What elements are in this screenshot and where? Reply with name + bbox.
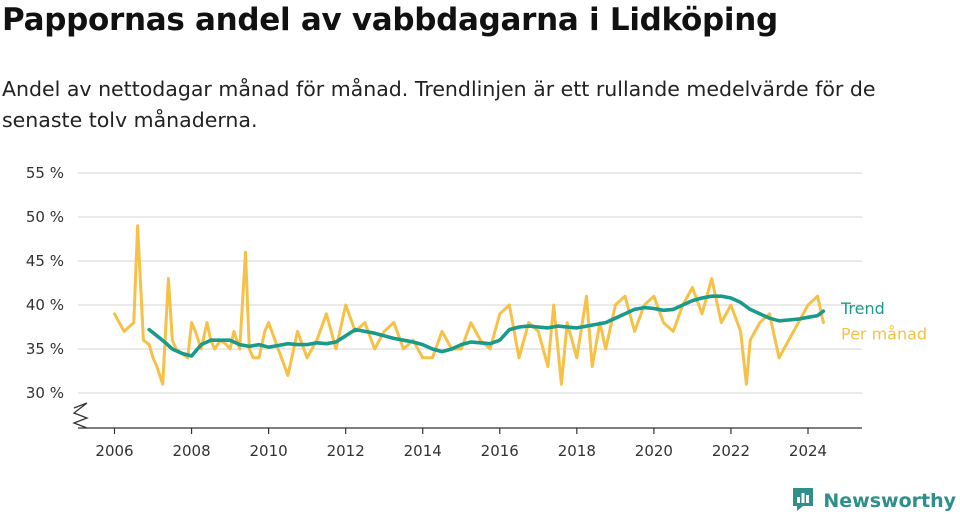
newsworthy-brand: Newsworthy xyxy=(791,486,956,516)
chart-title: Pappornas andel av vabbdagarna i Lidköpi… xyxy=(2,2,778,38)
x-tick-label: 2020 xyxy=(635,442,673,460)
x-tick-label: 2008 xyxy=(172,442,210,460)
x-tick-label: 2016 xyxy=(481,442,519,460)
bar-chart-logo-icon xyxy=(791,486,815,516)
legend-label-trend: Trend xyxy=(840,299,885,318)
legend-label-monthly: Per månad xyxy=(841,325,927,344)
y-tick-label: 45 % xyxy=(26,252,64,270)
x-tick-label: 2014 xyxy=(404,442,442,460)
x-tick-label: 2012 xyxy=(327,442,365,460)
chart-subtitle: Andel av nettodagar månad för månad. Tre… xyxy=(2,77,876,132)
y-tick-label: 50 % xyxy=(26,208,64,226)
x-tick-label: 2006 xyxy=(95,442,133,460)
brand-name: Newsworthy xyxy=(823,490,956,512)
series-line-monthly xyxy=(113,224,825,386)
x-tick-label: 2022 xyxy=(712,442,750,460)
series-line-trend xyxy=(147,294,826,358)
y-tick-label: 30 % xyxy=(26,384,64,402)
x-tick-label: 2010 xyxy=(250,442,288,460)
y-tick-label: 40 % xyxy=(26,296,64,314)
y-tick-label: 55 % xyxy=(26,164,64,182)
axis-break-icon xyxy=(72,402,89,429)
x-tick-label: 2018 xyxy=(558,442,596,460)
y-tick-label: 35 % xyxy=(26,340,64,358)
x-tick-label: 2024 xyxy=(789,442,827,460)
